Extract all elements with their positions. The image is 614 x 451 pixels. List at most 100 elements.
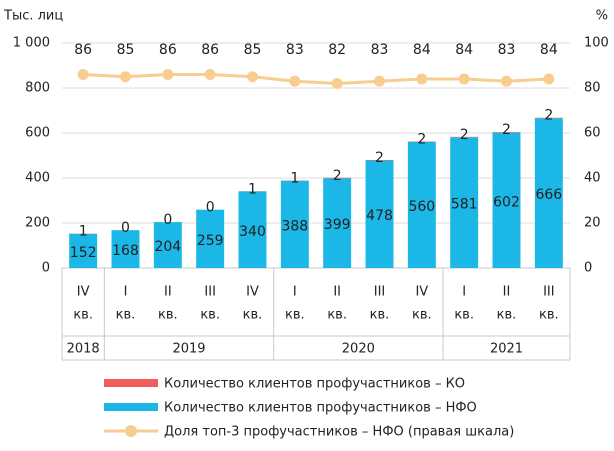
bar-value-label: 0 <box>121 220 130 236</box>
x-tick-label: I <box>124 285 128 300</box>
x-tick-unit: кв. <box>116 308 136 323</box>
bar-value-label: 388 <box>281 218 308 234</box>
bar <box>450 137 479 268</box>
x-tick-label: III <box>543 285 555 300</box>
bar-value-label: 2 <box>375 150 384 166</box>
line-value-label: 86 <box>201 42 219 58</box>
bar <box>492 132 521 268</box>
line-value-label: 86 <box>74 42 92 58</box>
x-tick-unit: кв. <box>158 308 178 323</box>
line-marker <box>204 69 216 80</box>
y-tick-label: 600 <box>25 126 50 141</box>
y-tick-label: 400 <box>25 171 50 186</box>
bar <box>196 209 225 268</box>
x-tick-label: II <box>503 285 511 300</box>
x-tick-unit: кв. <box>327 308 347 323</box>
x-tick-label: IV <box>246 285 259 300</box>
line-marker <box>416 73 428 85</box>
bar-value-label: 152 <box>70 245 97 261</box>
line-series <box>83 73 549 86</box>
bar-value-label: 602 <box>493 194 520 210</box>
x-tick-label: III <box>374 285 386 300</box>
bar <box>323 178 352 268</box>
x-tick-unit: кв. <box>370 308 390 323</box>
line-value-label: 84 <box>540 42 558 58</box>
line-value-label: 85 <box>244 42 262 58</box>
line-marker <box>458 73 470 85</box>
group-label: 2021 <box>490 342 523 357</box>
legend-swatch <box>104 379 158 387</box>
line-value-label: 84 <box>455 42 473 58</box>
line-value-label: 82 <box>328 42 346 58</box>
x-tick-unit: кв. <box>200 308 220 323</box>
y-tick-label: 800 <box>25 81 50 96</box>
line-marker <box>289 75 301 87</box>
bar-value-label: 0 <box>206 200 215 216</box>
bar-value-label: 1 <box>79 224 88 240</box>
line-marker <box>374 75 385 87</box>
x-tick-label: I <box>293 285 297 300</box>
x-tick-unit: кв. <box>73 308 93 323</box>
y-tick-label: 200 <box>25 216 50 231</box>
bar-value-label: 2 <box>502 122 511 138</box>
group-label: 2019 <box>172 342 205 357</box>
group-label: 2020 <box>342 342 375 357</box>
bar-value-label: 2 <box>460 127 469 143</box>
bar-value-label: 340 <box>239 224 266 240</box>
line-marker <box>501 75 512 87</box>
legend-label: Количество клиентов профучастников – НФО <box>164 401 477 416</box>
bar-value-label: 168 <box>112 243 139 259</box>
line-value-label: 83 <box>371 42 389 58</box>
y2-axis-label: % <box>596 9 608 24</box>
x-tick-label: II <box>333 285 341 300</box>
x-tick-unit: кв. <box>412 308 432 323</box>
line-marker <box>120 71 131 83</box>
bar-value-label: 0 <box>163 212 172 228</box>
bar <box>111 230 140 268</box>
bar-value-label: 478 <box>366 208 393 224</box>
bar-value-label: 399 <box>324 217 351 233</box>
bar <box>365 160 394 268</box>
bar-value-label: 259 <box>197 233 224 249</box>
y2-tick-label: 100 <box>584 36 609 51</box>
legend-marker <box>125 425 137 437</box>
x-tick-unit: кв. <box>497 308 517 323</box>
y2-tick-label: 80 <box>584 81 601 96</box>
bar-value-label: 1 <box>290 170 299 186</box>
bar <box>534 118 563 269</box>
line-value-label: 83 <box>498 42 516 58</box>
y2-tick-label: 40 <box>584 171 601 186</box>
legend-label: Количество клиентов профучастников – КО <box>164 377 465 392</box>
y-tick-label: 0 <box>42 261 50 276</box>
bar-value-label: 560 <box>408 199 435 215</box>
x-tick-unit: кв. <box>243 308 263 323</box>
line-marker <box>162 69 174 80</box>
group-label: 2018 <box>67 342 100 357</box>
y2-tick-label: 20 <box>584 216 601 231</box>
line-value-label: 86 <box>159 42 177 58</box>
line-marker <box>331 78 343 89</box>
line-value-label: 83 <box>286 42 304 58</box>
y2-tick-label: 0 <box>584 261 592 276</box>
line-marker <box>77 69 89 80</box>
bar <box>238 191 267 268</box>
bar-value-label: 2 <box>333 168 342 184</box>
legend-label: Доля топ-3 профучастников – НФО (правая … <box>164 425 514 440</box>
bar-value-label: 2 <box>544 108 553 124</box>
bar <box>407 142 436 268</box>
bar-value-label: 2 <box>417 132 426 148</box>
y-tick-label: 1 000 <box>13 36 50 51</box>
x-tick-unit: кв. <box>539 308 559 323</box>
bar-value-label: 1 <box>248 181 257 197</box>
bar-value-label: 666 <box>535 187 562 203</box>
x-tick-label: IV <box>77 285 90 300</box>
x-tick-unit: кв. <box>454 308 474 323</box>
bar <box>153 222 182 268</box>
line-value-label: 84 <box>413 42 431 58</box>
bar <box>280 180 309 268</box>
y2-tick-label: 60 <box>584 126 601 141</box>
legend-swatch <box>104 403 158 411</box>
line-marker <box>247 71 258 83</box>
line-marker <box>543 73 555 85</box>
